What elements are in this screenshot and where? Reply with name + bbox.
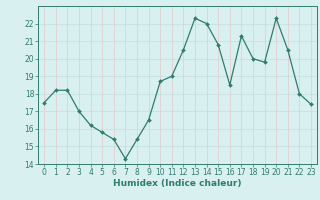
X-axis label: Humidex (Indice chaleur): Humidex (Indice chaleur) — [113, 179, 242, 188]
